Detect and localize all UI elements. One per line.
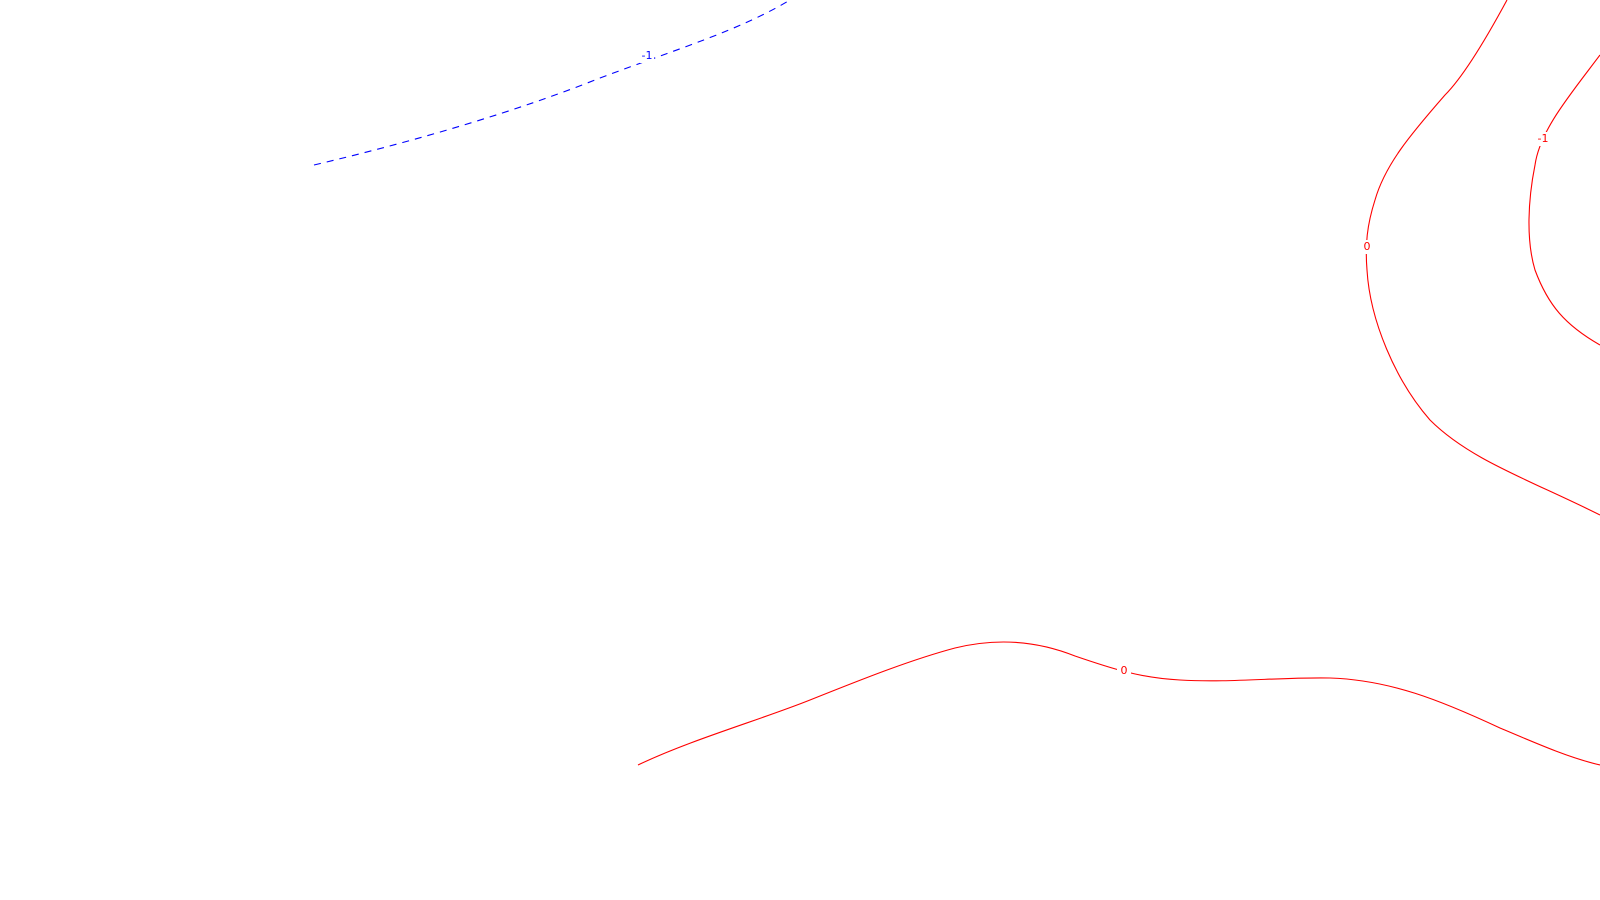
contour-line-blue-dashed — [313, 0, 791, 166]
contour-line-red-0-right — [1365, 0, 1600, 516]
contour-label-blue: -1 — [642, 49, 653, 62]
contour-label-red-0-right: 0 — [1364, 240, 1371, 253]
contour-label-red-0-bottom: 0 — [1121, 664, 1128, 677]
contour-line-red-minus1-right — [1528, 54, 1600, 346]
contour-label-red-minus1-right: -1 — [1538, 132, 1549, 145]
contour-line-red-0-bottom — [637, 641, 1600, 766]
